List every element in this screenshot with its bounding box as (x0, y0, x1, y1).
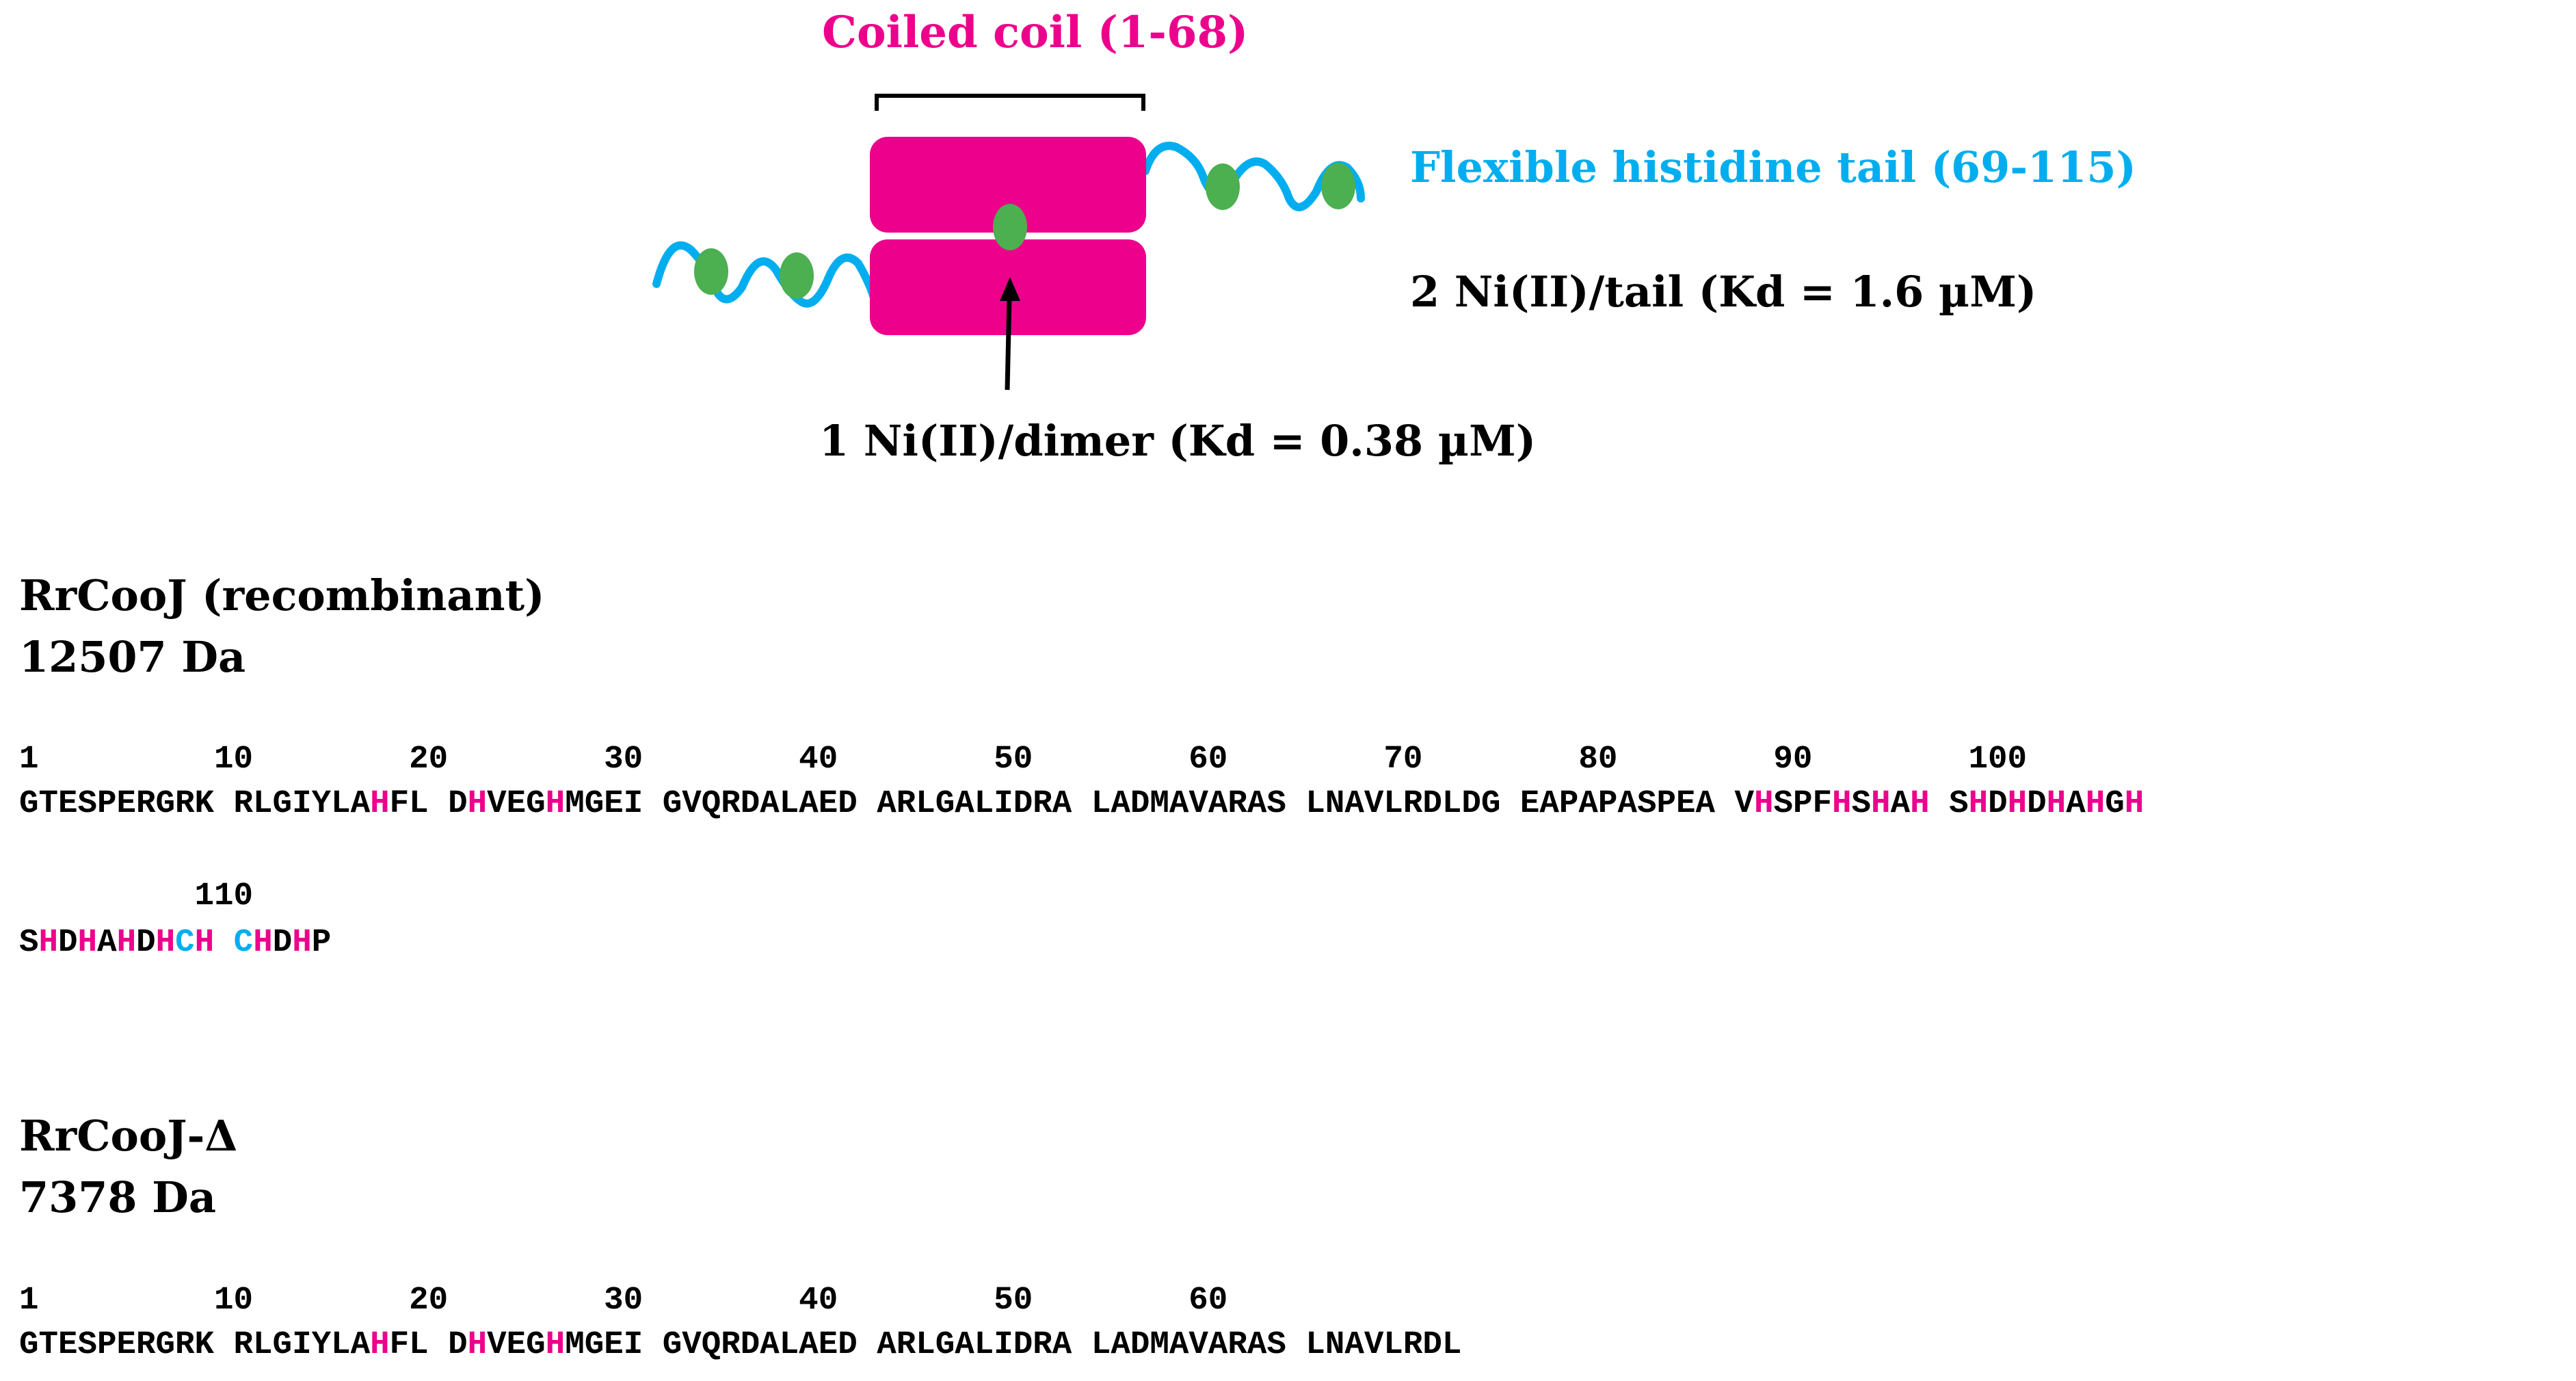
sequence-segment: P (311, 924, 332, 961)
tail-label: Flexible histidine tail (69-115) (1410, 142, 2136, 192)
histidine-residue: H (38, 924, 59, 961)
sequence-segment: FL D (389, 1326, 468, 1363)
histidine-residue: H (545, 1326, 566, 1363)
histidine-residue: H (1968, 785, 1989, 822)
sequence-segment: FL D (389, 785, 468, 822)
ni-site-right-1 (1206, 163, 1240, 210)
sequence-segment: A (1890, 785, 1911, 822)
ni-site-right-2 (1321, 163, 1355, 209)
coiled-coil-bracket (875, 94, 1145, 111)
sequence-segment: VEG (487, 1326, 546, 1363)
protein-name: RrCooJ (recombinant) (19, 570, 545, 620)
protein-mass: 12507 Da (19, 632, 246, 682)
protein-mass: 7378 Da (19, 1172, 217, 1222)
histidine-residue: H (2124, 785, 2145, 822)
dimer-binding-label: 1 Ni(II)/dimer (Kd = 0.38 µM) (819, 416, 1537, 466)
histidine-residue: H (77, 924, 98, 961)
cysteine-residue: C (233, 924, 254, 961)
histidine-residue: H (2085, 785, 2106, 822)
sequence-segment: D (2027, 785, 2047, 822)
residue-ruler: 110 (19, 878, 254, 915)
histidine-residue: H (292, 924, 312, 961)
dimer-site-arrow-head (1000, 277, 1020, 301)
sequence-segment: A (97, 924, 117, 961)
histidine-residue: H (370, 1326, 390, 1363)
left-flexible-tail (652, 241, 878, 308)
histidine-residue: H (545, 785, 566, 822)
sequence-segment: D (1988, 785, 2008, 822)
tail-binding-label: 2 Ni(II)/tail (Kd = 1.6 µM) (1410, 267, 2037, 317)
sequence-segment: MGEI GVQRDALAED ARLGALIDRA LADMAVARAS LN… (565, 1326, 1462, 1363)
coiled-coil-label: Coiled coil (1-68) (822, 7, 1249, 58)
sequence-segment: MGEI GVQRDALAED ARLGALIDRA LADMAVARAS LN… (565, 785, 1754, 822)
sequence-line: GTESPERGRK RLGIYLAHFL DHVEGHMGEI GVQRDAL… (19, 785, 2145, 822)
histidine-residue: H (155, 924, 176, 961)
coiled-coil-helix-top (870, 137, 1146, 233)
histidine-residue: H (1753, 785, 1774, 822)
sequence-segment: GTESPERGRK RLGIYLA (19, 785, 371, 822)
sequence-segment: SPF (1773, 785, 1833, 822)
histidine-residue: H (467, 785, 488, 822)
histidine-residue: H (1871, 785, 1891, 822)
histidine-residue: H (467, 1326, 488, 1363)
sequence-segment: D (136, 924, 156, 961)
coj-domain-diagram (652, 94, 1365, 391)
sequence-segment: S (1851, 785, 1872, 822)
histidine-residue: H (370, 785, 390, 822)
sequence-segment: GTESPERGRK RLGIYLA (19, 1326, 371, 1363)
sequence-segment: G (2105, 785, 2125, 822)
sequence-segment: A (2066, 785, 2086, 822)
sequence-line: SHDHAHDHCH CHDHP (19, 924, 332, 961)
sequence-line: GTESPERGRK RLGIYLAHFL DHVEGHMGEI GVQRDAL… (19, 1326, 1462, 1363)
histidine-residue: H (116, 924, 137, 961)
residue-ruler: 1 10 20 30 40 50 60 (19, 1282, 1228, 1319)
sequence-segment (214, 924, 234, 961)
protein-name: RrCooJ-Δ (19, 1111, 238, 1161)
sequence-segment: D (272, 924, 293, 961)
histidine-residue: H (1910, 785, 1930, 822)
ni-site-dimer (993, 204, 1027, 250)
histidine-residue: H (2007, 785, 2028, 822)
cysteine-residue: C (175, 924, 195, 961)
histidine-residue: H (1832, 785, 1852, 822)
ni-site-left-2 (780, 252, 814, 299)
sequence-segment: S (1929, 785, 1969, 822)
histidine-residue: H (253, 924, 273, 961)
sequence-segment: S (19, 924, 39, 961)
histidine-residue: H (194, 924, 215, 961)
sequence-segment: D (58, 924, 78, 961)
dimer-site-arrow-shaft (1005, 297, 1012, 391)
histidine-residue: H (2046, 785, 2067, 822)
ni-site-left-1 (694, 248, 728, 295)
sequence-segment: VEG (487, 785, 546, 822)
residue-ruler: 1 10 20 30 40 50 60 70 80 90 100 (19, 741, 2027, 778)
